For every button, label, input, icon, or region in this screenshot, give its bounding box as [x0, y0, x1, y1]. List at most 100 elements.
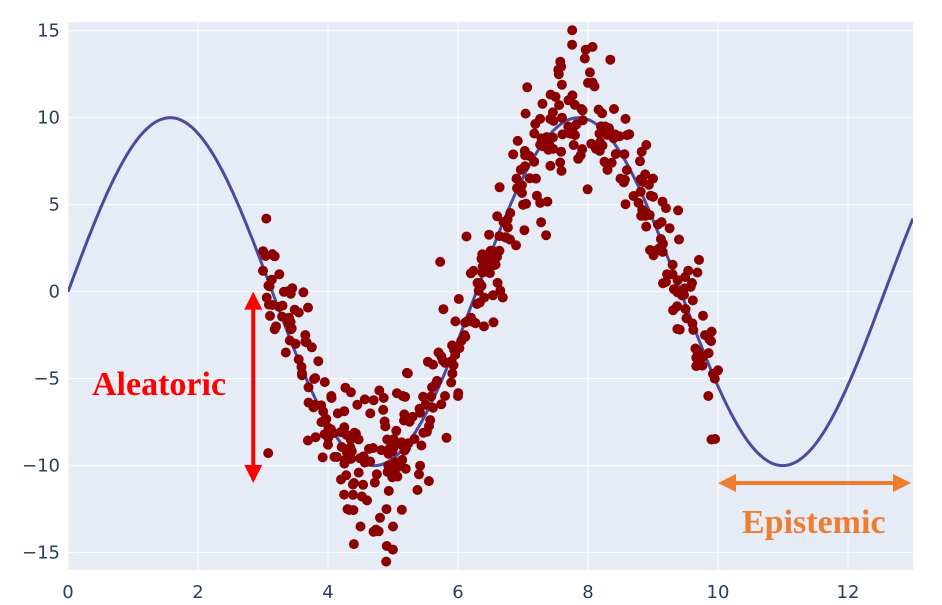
scatter-point: [567, 128, 577, 139]
scatter-point: [668, 305, 679, 316]
scatter-point: [415, 460, 426, 471]
x-tick-label: 4: [322, 582, 333, 603]
scatter-point: [667, 259, 678, 270]
scatter-point: [368, 395, 379, 406]
scatter-point: [502, 214, 513, 225]
scatter-point: [521, 198, 532, 209]
scatter-point: [687, 295, 698, 306]
scatter-point: [331, 452, 342, 462]
scatter-point: [321, 414, 332, 424]
scatter-point: [336, 442, 347, 452]
scatter-point: [347, 479, 358, 490]
scatter-point: [358, 479, 369, 490]
scatter-point: [547, 107, 558, 118]
scatter-point: [657, 196, 668, 207]
scatter-point: [519, 145, 530, 156]
scatter-point: [391, 388, 402, 399]
scatter-point: [364, 443, 374, 454]
scatter-point: [460, 317, 471, 328]
scatter-point: [423, 476, 434, 487]
scatter-point: [465, 268, 476, 279]
scatter-point: [374, 385, 385, 396]
scatter-point: [556, 79, 567, 90]
scatter-point: [597, 108, 608, 119]
scatter-point: [371, 469, 382, 480]
scatter-point: [313, 356, 324, 367]
scatter-point: [426, 391, 437, 402]
scatter-point: [326, 393, 337, 403]
scatter-point: [545, 160, 556, 171]
scatter-point: [643, 179, 654, 190]
scatter-point: [556, 61, 567, 72]
scatter-point: [437, 355, 448, 366]
scatter-point: [422, 356, 433, 367]
scatter-point: [409, 434, 420, 444]
scatter-point: [567, 39, 578, 50]
scatter-point: [620, 113, 631, 124]
scatter-point: [359, 394, 370, 405]
scatter-point: [303, 302, 313, 313]
scatter-point: [600, 121, 611, 132]
scatter-point: [277, 311, 288, 322]
scatter-point: [635, 174, 646, 185]
scatter-point: [303, 397, 314, 408]
scatter-point: [365, 408, 376, 419]
scatter-point: [508, 149, 519, 160]
y-tick-label: 15: [37, 21, 60, 42]
scatter-point: [353, 467, 364, 478]
scatter-point: [542, 196, 553, 207]
scatter-point: [461, 231, 472, 242]
scatter-point: [609, 104, 619, 114]
scatter-point: [548, 115, 559, 126]
scatter-point: [515, 164, 526, 175]
scatter-point: [694, 254, 704, 265]
scatter-point: [567, 90, 578, 101]
scatter-point: [348, 505, 359, 516]
scatter-point: [436, 399, 447, 410]
scatter-point: [375, 512, 385, 523]
scatter-point: [529, 128, 540, 139]
y-tick-label: −5: [33, 369, 60, 390]
scatter-point: [488, 317, 499, 328]
epistemic-arrow-head-left: [718, 474, 736, 493]
scatter-point: [399, 409, 410, 420]
scatter-point: [610, 129, 621, 140]
scatter-point: [658, 238, 668, 249]
scatter-point: [391, 425, 402, 436]
annotations: Aleatoric Epistemic: [92, 291, 911, 541]
scatter-point: [555, 157, 566, 168]
scatter-point: [274, 301, 284, 312]
scatter-point: [284, 335, 295, 346]
scatter-point: [488, 290, 498, 301]
x-tick-label: 6: [452, 582, 463, 603]
scatter-point: [341, 429, 352, 440]
scatter-point: [619, 149, 630, 160]
scatter-point: [531, 190, 542, 201]
scatter-point: [703, 348, 714, 359]
scatter-point: [648, 250, 659, 261]
scatter-point: [378, 404, 389, 415]
scatter-point: [584, 67, 595, 78]
scatter-point: [582, 184, 593, 195]
scatter-point: [339, 489, 350, 500]
scatter-point: [624, 129, 635, 140]
scatter-point: [662, 269, 673, 280]
scatter-point: [568, 140, 579, 150]
scatter-point: [476, 253, 487, 264]
scatter-point: [537, 98, 548, 109]
scatter-point: [698, 310, 708, 321]
scatter-point: [530, 119, 541, 129]
scatter-point: [502, 222, 513, 233]
scatter-point: [269, 324, 280, 335]
scatter-point: [619, 175, 630, 185]
scatter-point: [345, 442, 356, 453]
scatter-point: [621, 165, 632, 176]
scatter-point: [448, 360, 459, 371]
scatter-point: [382, 466, 393, 477]
scatter-point: [353, 434, 364, 445]
scatter-point: [414, 469, 424, 480]
aleatoric-arrow-head-top: [244, 291, 263, 310]
scatter-point: [261, 213, 272, 224]
scatter-point: [680, 304, 691, 314]
scatter-point: [348, 539, 359, 550]
